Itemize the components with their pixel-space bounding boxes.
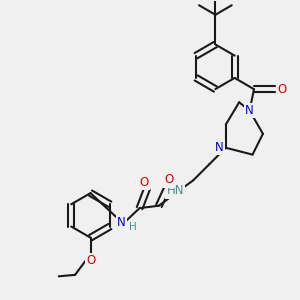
Text: HN: HN [167,184,184,197]
Text: O: O [86,254,95,267]
Text: O: O [140,176,149,189]
Text: O: O [277,83,286,96]
Text: O: O [165,173,174,186]
Text: H: H [129,222,136,232]
Text: N: N [215,141,224,154]
Text: N: N [245,104,254,117]
Text: N: N [117,216,126,229]
